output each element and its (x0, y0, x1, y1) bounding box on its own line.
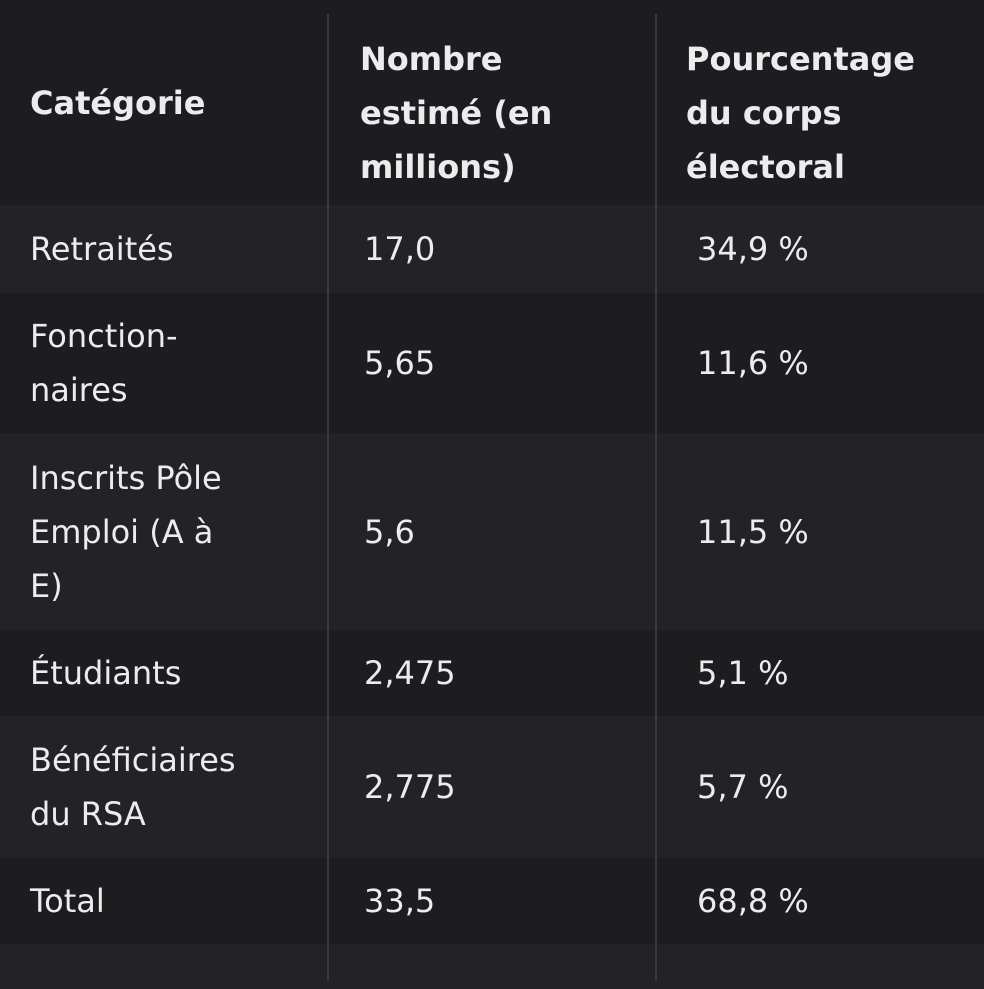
row-category: Inscrits Pôle Emploi (A à E) (30, 433, 320, 630)
row-category: Total (30, 858, 320, 944)
row-count: 2,775 (364, 716, 644, 858)
row-count: 17,0 (364, 205, 644, 293)
row-category: Fonction- naires (30, 293, 320, 433)
table-header-row: Catégorie Nombre estimé (en millions) Po… (0, 0, 984, 205)
row-percentage: 11,6 % (697, 293, 984, 433)
table-row: Bénéficiaires du RSA 2,775 5,7 % (0, 716, 984, 858)
row-percentage: 5,1 % (697, 630, 984, 716)
row-category: Étudiants (30, 630, 320, 716)
header-categorie: Catégorie (30, 0, 320, 205)
table-bottom-padding (0, 944, 984, 989)
row-count: 33,5 (364, 858, 644, 944)
header-pourcentage: Pourcentage du corps électoral (686, 0, 976, 205)
row-count: 2,475 (364, 630, 644, 716)
row-category: Bénéficiaires du RSA (30, 716, 320, 858)
table-row: Inscrits Pôle Emploi (A à E) 5,6 11,5 % (0, 433, 984, 630)
row-percentage: 68,8 % (697, 858, 984, 944)
column-divider (327, 14, 329, 981)
table-row-total: Total 33,5 68,8 % (0, 858, 984, 944)
table-row: Fonction- naires 5,65 11,6 % (0, 293, 984, 433)
row-percentage: 11,5 % (697, 433, 984, 630)
header-nombre-estime: Nombre estimé (en millions) (360, 0, 640, 205)
row-category: Retraités (30, 205, 320, 293)
column-divider (655, 14, 657, 981)
table-row: Étudiants 2,475 5,1 % (0, 630, 984, 716)
row-percentage: 34,9 % (697, 205, 984, 293)
row-count: 5,65 (364, 293, 644, 433)
row-percentage: 5,7 % (697, 716, 984, 858)
table-row: Retraités 17,0 34,9 % (0, 205, 984, 293)
row-count: 5,6 (364, 433, 644, 630)
